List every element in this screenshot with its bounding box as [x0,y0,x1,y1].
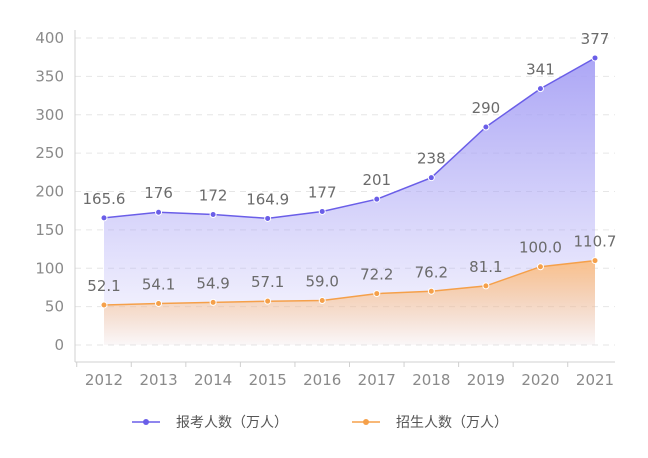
data-label: 201 [362,171,391,189]
data-label: 164.9 [246,190,289,208]
legend-label: 招生人数（万人） [396,415,508,431]
y-tick-label: 50 [45,298,64,316]
data-label: 290 [472,99,501,117]
legend: 报考人数（万人） 招生人数（万人） [132,415,508,431]
x-tick-label: 2013 [139,371,177,389]
y-tick-label: 0 [54,336,64,354]
y-tick-label: 400 [35,29,64,47]
data-point[interactable] [264,214,272,222]
data-point[interactable] [100,214,108,222]
data-point[interactable] [427,287,435,295]
legend-swatch-dot [363,419,369,425]
x-tick-label: 2019 [467,371,505,389]
data-label: 377 [581,30,610,48]
series-line-0 [103,57,596,220]
data-point[interactable] [264,297,272,305]
data-point[interactable] [155,208,163,216]
x-tick-label: 2021 [576,371,614,389]
x-tick-label: 2016 [303,371,341,389]
data-label: 59.0 [306,272,339,290]
data-point[interactable] [155,299,163,307]
data-point[interactable] [373,290,381,298]
data-point[interactable] [482,282,490,290]
legend-swatch-dot [143,419,149,425]
x-tick-label: 2015 [249,371,287,389]
data-label: 57.1 [251,273,284,291]
series-line-1 [103,259,596,306]
data-label: 76.2 [415,263,448,281]
series-points [100,54,599,309]
data-label: 341 [526,61,555,79]
y-tick-label: 100 [35,259,64,277]
data-point[interactable] [591,257,599,265]
data-point[interactable] [100,301,108,309]
data-point[interactable] [209,298,217,306]
x-tick-label: 2012 [85,371,123,389]
legend-item-1[interactable]: 招生人数（万人） [352,415,508,431]
x-tick-label: 2017 [358,371,396,389]
legend-item-0[interactable]: 报考人数（万人） [132,415,288,431]
data-label: 52.1 [87,277,120,295]
data-point[interactable] [591,54,599,62]
series-area-1 [104,260,595,345]
legend-label: 报考人数（万人） [176,415,288,431]
x-tick-label: 2020 [521,371,559,389]
series-area-0 [104,58,595,345]
x-tick-label: 2014 [194,371,232,389]
data-label: 54.1 [142,275,175,293]
data-label: 177 [308,183,337,201]
data-point[interactable] [318,296,326,304]
data-label: 54.9 [196,274,229,292]
data-point[interactable] [536,263,544,271]
data-point[interactable] [482,123,490,131]
y-tick-label: 150 [35,221,64,239]
y-tick-label: 250 [35,144,64,162]
y-tick-label: 300 [35,106,64,124]
data-label: 172 [199,187,228,205]
data-label: 238 [417,150,446,168]
data-label: 81.1 [469,258,502,276]
series-areas [104,58,595,345]
data-label: 176 [144,184,173,202]
data-point[interactable] [427,174,435,182]
data-label: 100.0 [519,239,562,257]
data-point[interactable] [318,207,326,215]
data-label: 72.2 [360,266,393,284]
data-label: 165.6 [83,190,126,208]
data-point[interactable] [373,195,381,203]
x-tick-label: 2018 [412,371,450,389]
data-point[interactable] [536,85,544,93]
data-point[interactable] [209,211,217,219]
y-tick-label: 200 [35,183,64,201]
series-lines [103,57,596,306]
data-label: 110.7 [574,233,617,251]
data-labels: 165.6 176 172 164.9 177 201 238 290 341 377 52.1 54… [83,30,617,295]
y-tick-label: 350 [35,67,64,85]
